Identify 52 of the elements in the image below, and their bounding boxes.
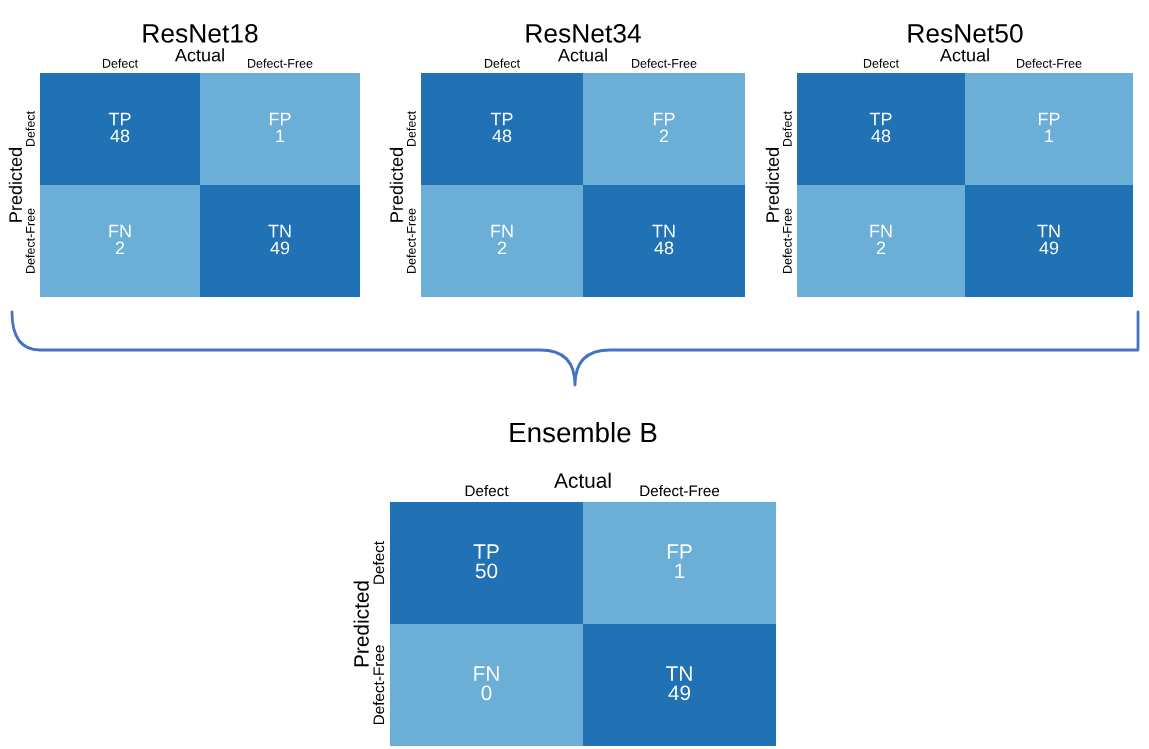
annotation: FN — [109, 224, 131, 238]
data-label: 2 — [876, 241, 886, 255]
data-label: 2 — [115, 241, 125, 255]
data-label: 2 — [497, 241, 507, 255]
data-label: 49 — [668, 685, 691, 701]
x-axis-title: Actual — [939, 48, 989, 62]
data-label: 1 — [675, 563, 685, 579]
annotation: FP — [1038, 112, 1060, 126]
y-axis-title: Predicted — [8, 148, 22, 222]
y-axis-title: Predicted — [353, 581, 369, 667]
x-tick-label: Defect-Free — [1017, 58, 1082, 68]
data-label: 1 — [276, 129, 285, 143]
data-label: 50 — [475, 563, 498, 579]
data-label: 48 — [492, 129, 512, 143]
annotation: FN — [474, 666, 499, 681]
x-axis-title: Actual — [557, 48, 607, 62]
y-tick-label: Defect-Free — [406, 208, 416, 273]
data-label: 49 — [1039, 241, 1059, 255]
y-axis-title: Predicted — [389, 148, 403, 222]
data-label: 48 — [654, 241, 674, 255]
data-label: 49 — [270, 241, 290, 255]
chart-title: Ensemble B — [510, 421, 657, 443]
annotation: FP — [667, 544, 692, 559]
chart-title: ResNet50 — [908, 24, 1023, 43]
x-axis-title: Actual — [554, 472, 611, 488]
annotation: TN — [268, 224, 291, 238]
annotation: TP — [490, 112, 513, 126]
x-tick-label: Defect — [102, 58, 138, 68]
data-label: 2 — [659, 129, 669, 143]
annotation: TN — [1037, 224, 1060, 238]
annotation: FP — [269, 112, 291, 126]
data-label: 0 — [481, 685, 492, 701]
annotation: FN — [870, 224, 892, 238]
data-label: 48 — [871, 129, 891, 143]
y-tick-label: Defect-Free — [373, 645, 385, 725]
annotation: FN — [491, 224, 513, 238]
x-tick-label: Defect-Free — [248, 58, 313, 68]
annotation: TP — [473, 544, 499, 559]
annotation: FP — [653, 112, 675, 126]
annotation: TP — [108, 112, 131, 126]
chart-title: ResNet34 — [526, 24, 641, 43]
x-tick-label: Defect — [484, 58, 520, 68]
data-label: 48 — [110, 129, 130, 143]
x-tick-label: Defect — [863, 58, 899, 68]
annotation: TP — [869, 112, 892, 126]
annotation: TN — [652, 224, 675, 238]
x-axis-title: Actual — [174, 48, 224, 62]
chart-title: ResNet18 — [143, 24, 258, 43]
annotation: TN — [666, 666, 692, 681]
x-tick-label: Defect-Free — [632, 58, 697, 68]
data-label: 1 — [1045, 129, 1054, 143]
y-axis-title: Predicted — [765, 148, 779, 222]
